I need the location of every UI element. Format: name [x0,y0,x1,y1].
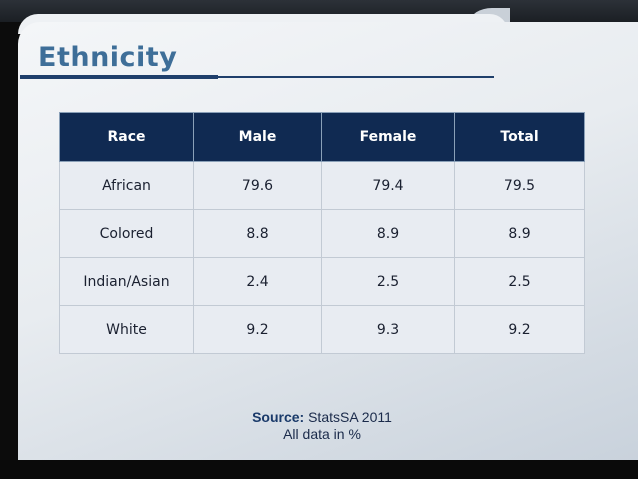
cell-female: 79.4 [321,161,455,210]
header-male: Male [193,112,322,162]
source-line: Source: StatsSA 2011 [222,409,422,426]
cell-female: 9.3 [321,305,455,354]
cell-female: 8.9 [321,209,455,258]
table-row: Indian/Asian 2.4 2.5 2.5 [59,257,585,306]
cell-male: 2.4 [193,257,322,306]
source-value: StatsSA 2011 [308,409,392,425]
units-note: All data in % [283,426,361,442]
source-note: Source: StatsSA 2011 All data in % [222,409,422,443]
cell-race: Colored [59,209,194,258]
table-row: African 79.6 79.4 79.5 [59,161,585,210]
bottom-band [0,460,638,479]
cell-female: 2.5 [321,257,455,306]
title-underline-line [218,76,494,78]
header-female: Female [321,112,455,162]
table-row: Colored 8.8 8.9 8.9 [59,209,585,258]
source-label: Source: [252,409,305,425]
cell-male: 8.8 [193,209,322,258]
cell-race: White [59,305,194,354]
cell-race: African [59,161,194,210]
header-race: Race [59,112,194,162]
header-total: Total [454,112,585,162]
cell-race: Indian/Asian [59,257,194,306]
table-row: White 9.2 9.3 9.2 [59,305,585,354]
cell-total: 9.2 [454,305,585,354]
cell-total: 8.9 [454,209,585,258]
cell-total: 2.5 [454,257,585,306]
cell-total: 79.5 [454,161,585,210]
table-header-row: Race Male Female Total [59,112,585,162]
slide-title: Ethnicity [38,42,178,73]
cell-male: 9.2 [193,305,322,354]
cell-male: 79.6 [193,161,322,210]
title-underline-bar [20,75,218,79]
ethnicity-table: Race Male Female Total African 79.6 79.4… [59,112,585,354]
